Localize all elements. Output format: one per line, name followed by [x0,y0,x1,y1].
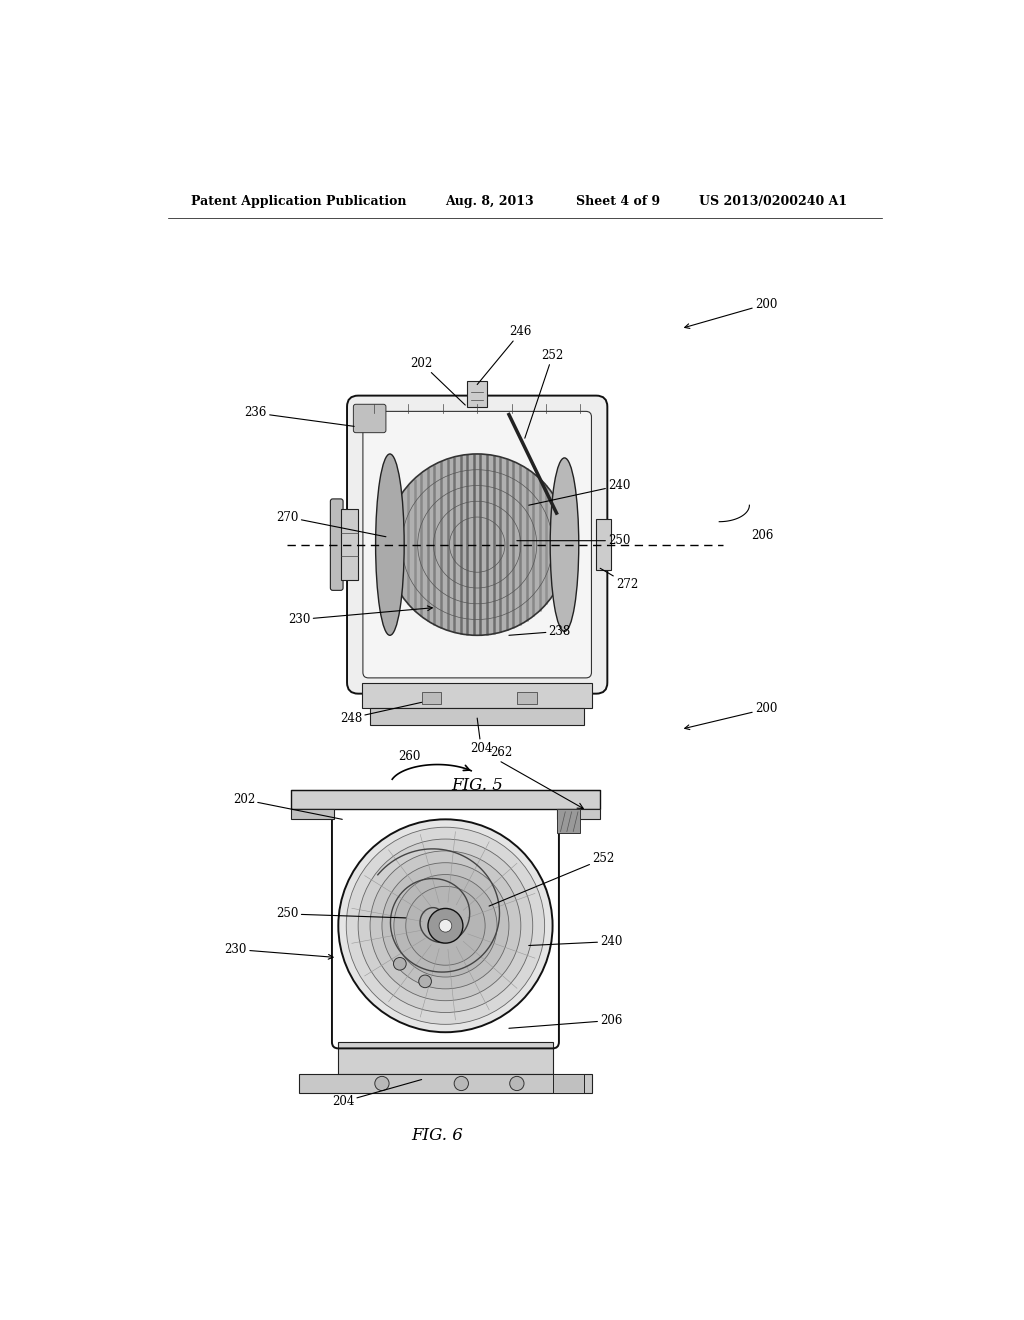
Bar [557,809,600,818]
Text: FIG. 5: FIG. 5 [452,777,503,795]
Circle shape [406,886,485,965]
Bar [467,381,487,407]
Text: FIG. 6: FIG. 6 [412,1127,464,1144]
Bar [362,682,592,708]
Text: 230: 230 [288,606,432,626]
Bar [299,1073,592,1093]
Text: 204: 204 [332,1080,422,1109]
Bar [338,1041,553,1073]
Bar [291,809,334,818]
Text: Patent Application Publication: Patent Application Publication [191,195,407,209]
Bar [596,519,610,570]
Text: 202: 202 [232,793,342,820]
FancyBboxPatch shape [362,412,592,678]
Text: 240: 240 [528,479,631,506]
Text: 250: 250 [276,907,406,920]
Circle shape [428,908,463,942]
Text: 248: 248 [340,702,422,725]
Circle shape [375,1076,389,1090]
Circle shape [393,957,407,970]
Text: 238: 238 [509,624,570,638]
Bar [422,692,441,704]
Bar [557,809,581,833]
Text: 252: 252 [489,853,614,906]
Text: 250: 250 [517,535,631,548]
Text: 206: 206 [509,1014,623,1028]
Circle shape [510,1076,524,1090]
Text: 230: 230 [224,942,333,960]
Circle shape [338,820,553,1032]
Bar [370,708,585,725]
Text: 246: 246 [477,325,532,384]
Circle shape [419,975,431,987]
FancyBboxPatch shape [353,404,386,433]
Text: US 2013/0200240 A1: US 2013/0200240 A1 [699,195,848,209]
Text: 240: 240 [528,935,623,948]
Ellipse shape [550,458,579,631]
Bar [553,1073,585,1093]
Text: 262: 262 [489,746,512,759]
Circle shape [439,920,452,932]
Circle shape [394,875,497,977]
Ellipse shape [376,454,404,635]
Circle shape [455,1076,468,1090]
Circle shape [370,851,521,1001]
Circle shape [358,840,532,1012]
Text: 270: 270 [276,511,386,537]
FancyBboxPatch shape [331,499,343,590]
Circle shape [382,863,509,989]
Text: 236: 236 [245,407,354,426]
Text: 272: 272 [600,569,638,590]
Bar [517,692,537,704]
Text: Sheet 4 of 9: Sheet 4 of 9 [577,195,660,209]
Bar [341,510,358,579]
Text: 204: 204 [470,718,493,755]
Text: 252: 252 [524,348,563,438]
Text: 200: 200 [685,297,777,329]
Bar [291,789,600,809]
Text: 206: 206 [751,529,773,541]
Text: 260: 260 [398,750,421,763]
Text: 202: 202 [411,356,465,405]
Circle shape [386,454,568,635]
Text: Aug. 8, 2013: Aug. 8, 2013 [445,195,535,209]
FancyBboxPatch shape [347,396,607,693]
Text: 200: 200 [685,702,777,730]
Circle shape [346,828,545,1024]
